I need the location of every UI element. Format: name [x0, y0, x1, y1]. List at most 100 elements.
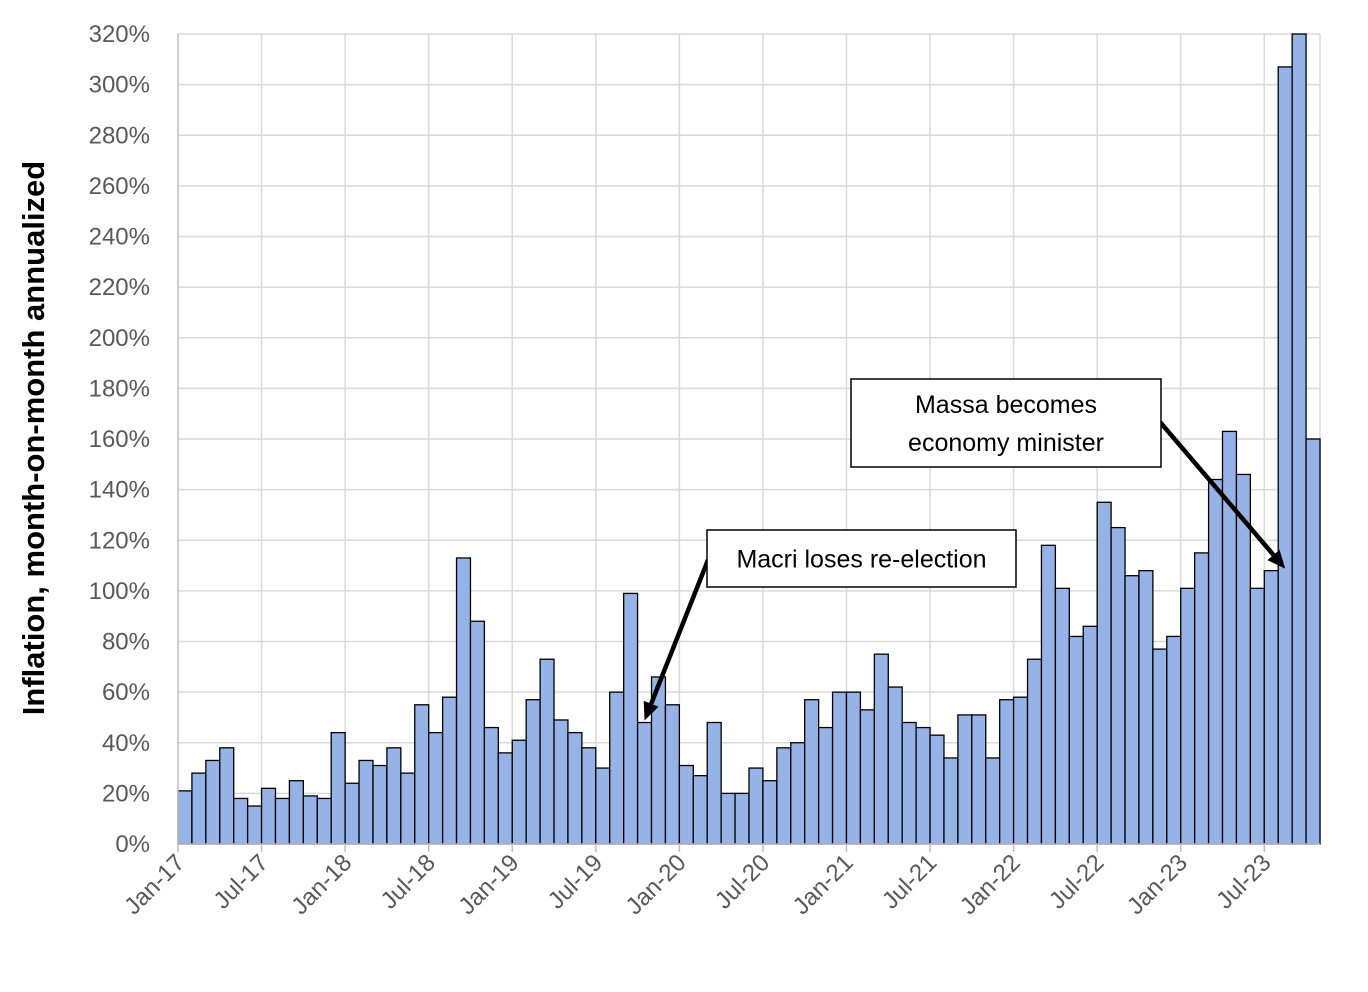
bar-Jun-17 [246, 805, 263, 845]
y-tick-label: 40% [102, 730, 150, 757]
y-tick-label: 80% [102, 629, 150, 656]
x-tick-label: Jan-22 [955, 849, 1026, 920]
x-tick-label: Jul-17 [208, 849, 273, 914]
annotation-text: economy minister [908, 429, 1104, 457]
y-tick-label: 180% [89, 375, 150, 402]
x-tick-label: Jan-17 [119, 849, 190, 920]
bar-Mar-20 [706, 721, 722, 845]
x-tick-label: Jul-22 [1044, 849, 1109, 914]
bar-Mar-19 [539, 658, 555, 845]
x-tick-label: Jul-21 [877, 849, 942, 914]
bar-Jul-17 [260, 787, 277, 845]
annotation-box [706, 529, 1017, 588]
x-tick-label: Jul-18 [376, 849, 441, 914]
bar-Jul-22 [1096, 501, 1112, 845]
x-tick-label: Jul-20 [710, 849, 775, 914]
bar-Dec-18 [497, 752, 513, 845]
axes [177, 34, 1320, 852]
bar-Feb-17 [191, 772, 207, 845]
x-tick-label: Jul-23 [1211, 849, 1276, 914]
y-tick-label: 140% [89, 477, 150, 504]
bar-May-19 [567, 731, 583, 845]
y-tick-labels: 0% 20% 40% 60% 80% 100% 120% 140% 160% 180% 200% 22… [89, 21, 150, 858]
bar-Nov-21 [985, 757, 1001, 845]
annotation-text: Macri loses re-election [736, 546, 986, 574]
bar-Oct-22 [1138, 569, 1154, 845]
bar-Nov-17 [316, 797, 332, 845]
bar-May-22 [1068, 635, 1084, 845]
bar-Jan-23 [1180, 587, 1196, 845]
y-tick-label: 320% [89, 21, 150, 48]
bar-Sep-18 [455, 557, 472, 845]
bar-Aug-23 [1277, 66, 1293, 845]
bar-Apr-17 [219, 747, 235, 845]
bar-Nov-22 [1152, 648, 1168, 845]
annotation-arrow [1158, 420, 1276, 557]
bar-May-23 [1235, 473, 1252, 845]
bar-Sep-19 [623, 592, 639, 845]
bar-Oct-23 [1305, 438, 1321, 845]
bar-Jul-20 [762, 780, 778, 845]
bar-Aug-20 [776, 747, 792, 845]
bar-Dec-21 [999, 699, 1015, 845]
bar-Jan-19 [511, 739, 527, 845]
y-tick-label: 240% [89, 224, 150, 251]
bar-Jun-23 [1249, 587, 1265, 845]
bar-Oct-17 [302, 795, 318, 845]
bar-Feb-21 [859, 709, 875, 845]
bar-Sep-20 [790, 742, 806, 845]
bar-Dec-17 [330, 731, 346, 845]
y-tick-label: 120% [89, 527, 150, 554]
x-tick-label: Jan-21 [788, 849, 859, 920]
bar-Aug-17 [274, 797, 291, 845]
bar-Sep-21 [957, 714, 973, 845]
bar-Oct-18 [469, 620, 486, 845]
bar-Jul-19 [595, 767, 611, 845]
bar-Feb-18 [358, 759, 374, 845]
bar-Jun-22 [1082, 625, 1098, 845]
bar-Mar-22 [1040, 544, 1057, 845]
bar-Jul-23 [1263, 569, 1279, 845]
bar-May-18 [400, 772, 416, 845]
bar-Jan-17 [177, 790, 193, 845]
x-tick-label: Jan-23 [1122, 849, 1193, 920]
bar-Jun-21 [915, 726, 931, 845]
bar-Sep-17 [288, 780, 304, 845]
y-tick-label: 280% [89, 122, 150, 149]
bar-Oct-20 [804, 699, 820, 845]
annotation-box [850, 378, 1162, 468]
bar-Dec-22 [1166, 635, 1182, 845]
bar-May-20 [734, 792, 750, 845]
bar-Dec-20 [831, 691, 848, 845]
bar-Apr-20 [720, 792, 736, 845]
bar-Mar-18 [372, 764, 388, 845]
bar-Sep-22 [1124, 575, 1140, 845]
bar-Mar-17 [205, 759, 221, 845]
bar-Feb-22 [1026, 658, 1043, 845]
annotation-arrowhead [643, 700, 659, 721]
y-tick-label: 160% [89, 426, 150, 453]
bar-Oct-21 [971, 714, 987, 845]
bar-Jan-21 [845, 691, 862, 845]
bar-Jan-20 [678, 764, 694, 845]
x-tick-label: Jul-19 [543, 849, 608, 914]
x-tick-labels: Jan-17 Jul-17 Jan-18 Jul-18 Jan-19 Jul-19 Jan-… [119, 849, 1276, 920]
bar-Jul-21 [929, 734, 945, 845]
bar-Apr-21 [887, 686, 903, 845]
y-tick-label: 200% [89, 325, 150, 352]
x-tick-label: Jan-18 [286, 849, 357, 920]
bar-Apr-22 [1054, 587, 1070, 845]
y-tick-label: 220% [89, 274, 150, 301]
bar-May-21 [901, 721, 917, 845]
bar-Jun-19 [581, 747, 597, 845]
y-tick-label: 60% [102, 679, 150, 706]
annotation-arrowhead [1267, 549, 1286, 569]
bar-Apr-23 [1221, 430, 1238, 845]
annotation-text: Massa becomes [915, 391, 1097, 419]
x-tick-label: Jan-19 [453, 849, 524, 920]
bar-Feb-19 [525, 699, 541, 845]
bar-Apr-18 [386, 747, 402, 845]
bar-Mar-23 [1207, 478, 1224, 845]
bar-Jan-18 [344, 782, 360, 845]
